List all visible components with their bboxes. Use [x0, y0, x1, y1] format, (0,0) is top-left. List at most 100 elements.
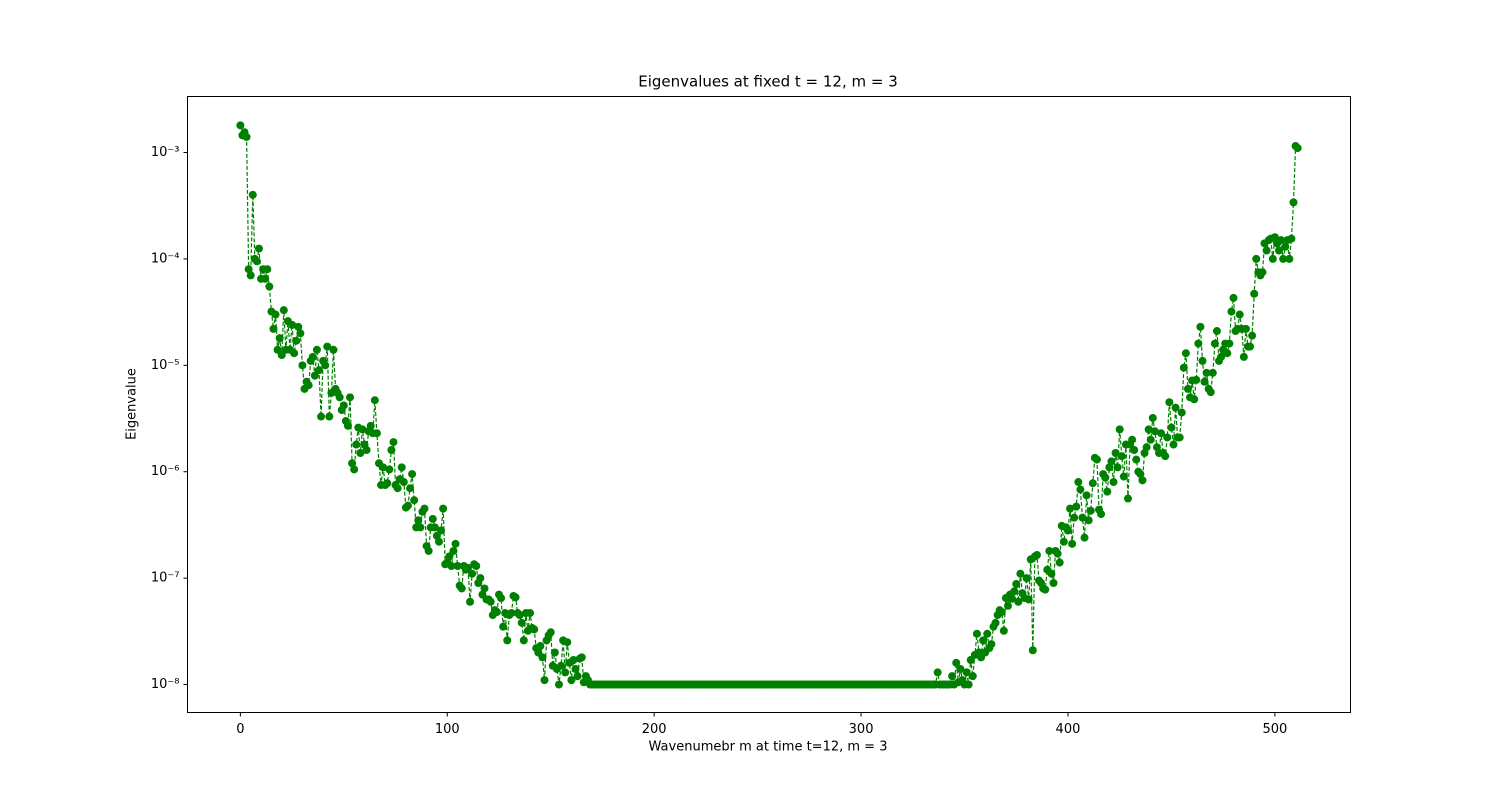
- plot-area: [236, 121, 1302, 689]
- data-point: [991, 618, 1000, 627]
- y-tick-label: 10⁻⁵: [151, 358, 180, 373]
- data-point: [1008, 594, 1017, 603]
- data-point: [1066, 504, 1075, 513]
- data-point: [1165, 398, 1174, 407]
- data-point: [1258, 268, 1267, 277]
- data-point: [569, 656, 578, 665]
- data-point: [389, 438, 398, 447]
- data-point: [430, 523, 439, 532]
- data-point: [503, 636, 512, 645]
- data-point: [1181, 349, 1190, 358]
- data-point: [453, 562, 462, 571]
- data-point: [472, 562, 481, 571]
- data-point: [486, 597, 495, 606]
- data-point: [1012, 580, 1021, 589]
- data-point: [308, 352, 317, 361]
- data-point: [507, 609, 516, 618]
- data-point: [968, 672, 977, 681]
- x-tick-label: 100: [435, 722, 460, 737]
- data-point: [399, 478, 408, 487]
- data-point: [1250, 289, 1259, 298]
- data-point: [1130, 446, 1139, 455]
- data-point: [1275, 246, 1284, 255]
- data-point: [1103, 487, 1112, 496]
- data-point: [1119, 472, 1128, 481]
- data-point: [1138, 476, 1147, 485]
- data-point: [577, 653, 586, 662]
- data-point: [424, 546, 433, 555]
- data-point: [561, 668, 570, 677]
- data-point: [1109, 478, 1118, 487]
- x-axis-label: Wavenumebr m at time t=12, m = 3: [649, 740, 888, 755]
- data-point: [1078, 513, 1087, 522]
- data-point: [1003, 601, 1012, 610]
- data-point: [244, 265, 253, 274]
- x-tick-label: 0: [236, 722, 244, 737]
- data-point: [323, 342, 332, 351]
- data-point: [325, 412, 334, 421]
- data-point: [997, 608, 1006, 617]
- data-point: [492, 608, 501, 617]
- data-point: [1059, 537, 1068, 546]
- data-point: [1246, 342, 1255, 351]
- data-point: [248, 190, 257, 199]
- data-point: [288, 320, 297, 329]
- data-point: [271, 310, 280, 319]
- data-point: [1117, 452, 1126, 461]
- data-point: [1047, 569, 1056, 578]
- data-point: [1194, 339, 1203, 348]
- data-point: [1287, 234, 1296, 243]
- data-point: [279, 306, 288, 315]
- data-point: [517, 618, 526, 627]
- data-point: [1252, 254, 1261, 263]
- data-point: [1092, 455, 1101, 464]
- data-point: [261, 274, 270, 283]
- data-point: [310, 371, 319, 380]
- data-point: [1223, 349, 1232, 358]
- data-point: [463, 563, 472, 572]
- data-point: [263, 265, 272, 274]
- data-point: [366, 421, 375, 430]
- data-point: [554, 680, 563, 689]
- x-tick-label: 400: [1056, 722, 1081, 737]
- data-point: [1080, 533, 1089, 542]
- data-point: [420, 504, 429, 513]
- data-point: [339, 401, 348, 410]
- data-point: [571, 664, 580, 673]
- data-point: [573, 672, 582, 681]
- data-point: [1136, 470, 1145, 479]
- data-point: [350, 465, 359, 474]
- data-point: [536, 642, 545, 651]
- data-point: [1142, 443, 1151, 452]
- data-point: [1200, 377, 1209, 386]
- data-point: [1163, 433, 1172, 442]
- data-point: [445, 552, 454, 561]
- data-point: [1202, 368, 1211, 377]
- data-point: [428, 514, 437, 523]
- data-point: [408, 470, 417, 479]
- axes-frame: [187, 96, 1351, 713]
- data-point: [379, 463, 388, 472]
- data-point: [410, 496, 419, 505]
- data-point: [406, 484, 415, 493]
- data-point: [1072, 502, 1081, 511]
- data-point: [550, 648, 559, 657]
- data-point: [1235, 310, 1244, 319]
- data-point: [1177, 408, 1186, 417]
- data-point: [515, 611, 524, 620]
- data-point: [964, 680, 973, 689]
- data-point: [962, 668, 971, 677]
- data-point: [298, 361, 307, 370]
- data-point: [1041, 585, 1050, 594]
- data-point: [1157, 429, 1166, 438]
- data-point: [952, 658, 961, 667]
- data-point: [979, 636, 988, 645]
- data-point: [1111, 448, 1120, 457]
- data-point: [1161, 452, 1170, 461]
- data-point: [499, 622, 508, 631]
- data-point: [1063, 526, 1072, 535]
- data-point: [321, 361, 330, 370]
- data-point: [1262, 246, 1271, 255]
